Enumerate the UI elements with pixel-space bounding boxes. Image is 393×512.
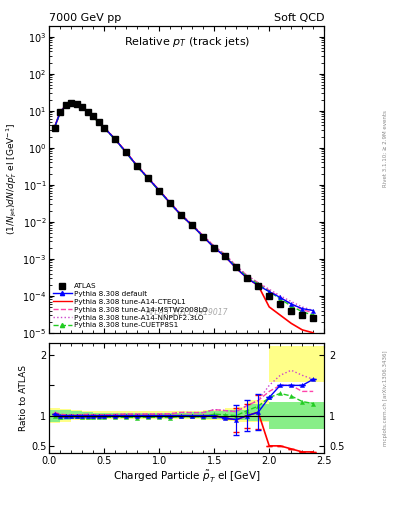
Text: ATLAS_2011_I919017: ATLAS_2011_I919017 [145,307,228,316]
Text: Relative $p_T$ (track jets): Relative $p_T$ (track jets) [123,35,250,49]
Text: mcplots.cern.ch [arXiv:1306.3436]: mcplots.cern.ch [arXiv:1306.3436] [383,350,388,446]
Text: Rivet 3.1.10; ≥ 2.9M events: Rivet 3.1.10; ≥ 2.9M events [383,110,388,187]
Y-axis label: $(1/N_{\rm jet})dN/dp^r_T$ el [GeV$^{-1}$]: $(1/N_{\rm jet})dN/dp^r_T$ el [GeV$^{-1}… [5,123,19,236]
Y-axis label: Ratio to ATLAS: Ratio to ATLAS [19,365,28,431]
X-axis label: Charged Particle $\tilde{p}^{\,}_{T}$ el [GeV]: Charged Particle $\tilde{p}^{\,}_{T}$ el… [113,468,261,485]
Text: 7000 GeV pp: 7000 GeV pp [49,13,121,23]
Text: Soft QCD: Soft QCD [274,13,324,23]
Legend: ATLAS, Pythia 8.308 default, Pythia 8.308 tune-A14-CTEQL1, Pythia 8.308 tune-A14: ATLAS, Pythia 8.308 default, Pythia 8.30… [52,282,209,330]
